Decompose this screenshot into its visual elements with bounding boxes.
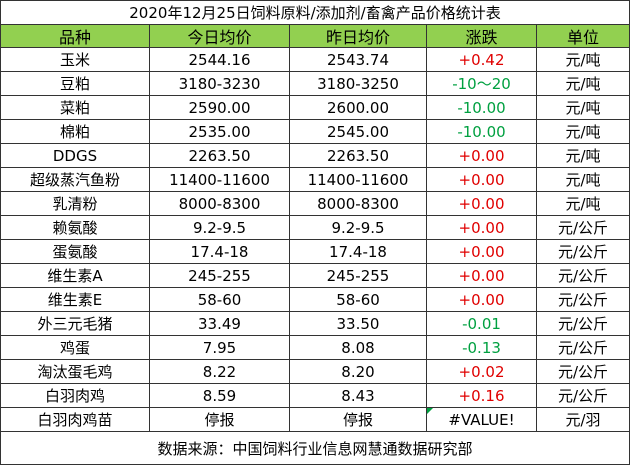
table-cell: +0.00 [427,168,537,192]
table-cell: +0.00 [427,144,537,168]
table-cell: 2263.50 [150,144,290,168]
table-cell: 元/吨 [537,96,630,120]
table-cell: +0.00 [427,264,537,288]
table-cell: 元/公斤 [537,336,630,360]
table-cell: 元/吨 [537,144,630,168]
row-label: 乳清粉 [1,192,150,216]
table-cell: 58-60 [150,288,290,312]
table-cell: +0.00 [427,216,537,240]
source-note: 数据来源：中国饲料行业信息网慧通数据研究部 [1,432,630,465]
table-cell: 8.20 [290,360,427,384]
table-cell: 8.59 [150,384,290,408]
column-header: 品种 [1,25,150,48]
table-cell: 元/公斤 [537,216,630,240]
table-cell: 2535.00 [150,120,290,144]
row-label: 豆粕 [1,72,150,96]
row-label: 白羽肉鸡苗 [1,408,150,432]
table-cell: 元/吨 [537,120,630,144]
table-cell: -10～20 [427,72,537,96]
row-label: 外三元毛猪 [1,312,150,336]
table-cell: +0.02 [427,360,537,384]
table-cell: 17.4-18 [290,240,427,264]
table-cell: 58-60 [290,288,427,312]
row-label: 维生素A [1,264,150,288]
table-cell: 2590.00 [150,96,290,120]
table-cell: 33.49 [150,312,290,336]
table-cell: 2544.16 [150,48,290,72]
table-cell: 2543.74 [290,48,427,72]
column-header: 今日均价 [150,25,290,48]
table-cell: 元/羽 [537,408,630,432]
row-label: 超级蒸汽鱼粉 [1,168,150,192]
table-cell: 245-255 [150,264,290,288]
row-label: 淘汰蛋毛鸡 [1,360,150,384]
row-label: 菜粕 [1,96,150,120]
row-label: 赖氨酸 [1,216,150,240]
table-cell: 17.4-18 [150,240,290,264]
table-title: 2020年12月25日饲料原料/添加剂/畜禽产品价格统计表 [1,1,630,25]
table-cell: 元/公斤 [537,384,630,408]
table-cell: 元/公斤 [537,312,630,336]
table-cell: 元/吨 [537,48,630,72]
row-label: 玉米 [1,48,150,72]
table-cell: 停报 [150,408,290,432]
table-cell: 元/公斤 [537,288,630,312]
table-cell: 元/公斤 [537,360,630,384]
column-header: 涨跌 [427,25,537,48]
table-cell: 3180-3250 [290,72,427,96]
row-label: DDGS [1,144,150,168]
table-cell: 元/公斤 [537,264,630,288]
table-cell: 8.08 [290,336,427,360]
table-cell: 8000-8300 [290,192,427,216]
row-label: 棉粕 [1,120,150,144]
table-cell: 元/公斤 [537,240,630,264]
table-cell: 2600.00 [290,96,427,120]
row-label: 维生素E [1,288,150,312]
table-cell: 11400-11600 [150,168,290,192]
table-cell: 3180-3230 [150,72,290,96]
table-cell: 8.43 [290,384,427,408]
table-cell: 元/吨 [537,72,630,96]
table-cell: +0.00 [427,240,537,264]
table-cell: +0.00 [427,288,537,312]
table-cell: +0.00 [427,192,537,216]
column-header: 单位 [537,25,630,48]
table-cell: 33.50 [290,312,427,336]
table-cell: 元/吨 [537,192,630,216]
table-cell: 9.2-9.5 [290,216,427,240]
table-cell: -0.01 [427,312,537,336]
row-label: 蛋氨酸 [1,240,150,264]
table-cell: 9.2-9.5 [150,216,290,240]
table-cell: 停报 [290,408,427,432]
table-cell: +0.42 [427,48,537,72]
row-label: 白羽肉鸡 [1,384,150,408]
table-cell: 2263.50 [290,144,427,168]
table-cell: 245-255 [290,264,427,288]
row-label: 鸡蛋 [1,336,150,360]
column-header: 昨日均价 [290,25,427,48]
table-cell: +0.16 [427,384,537,408]
table-cell: 8000-8300 [150,192,290,216]
table-cell: 2545.00 [290,120,427,144]
table-cell: 8.22 [150,360,290,384]
table-cell: 11400-11600 [290,168,427,192]
table-cell: 7.95 [150,336,290,360]
table-cell: -10.00 [427,120,537,144]
table-cell: 元/吨 [537,168,630,192]
table-cell: #VALUE! [427,408,537,432]
table-cell: -0.13 [427,336,537,360]
table-cell: -10.00 [427,96,537,120]
